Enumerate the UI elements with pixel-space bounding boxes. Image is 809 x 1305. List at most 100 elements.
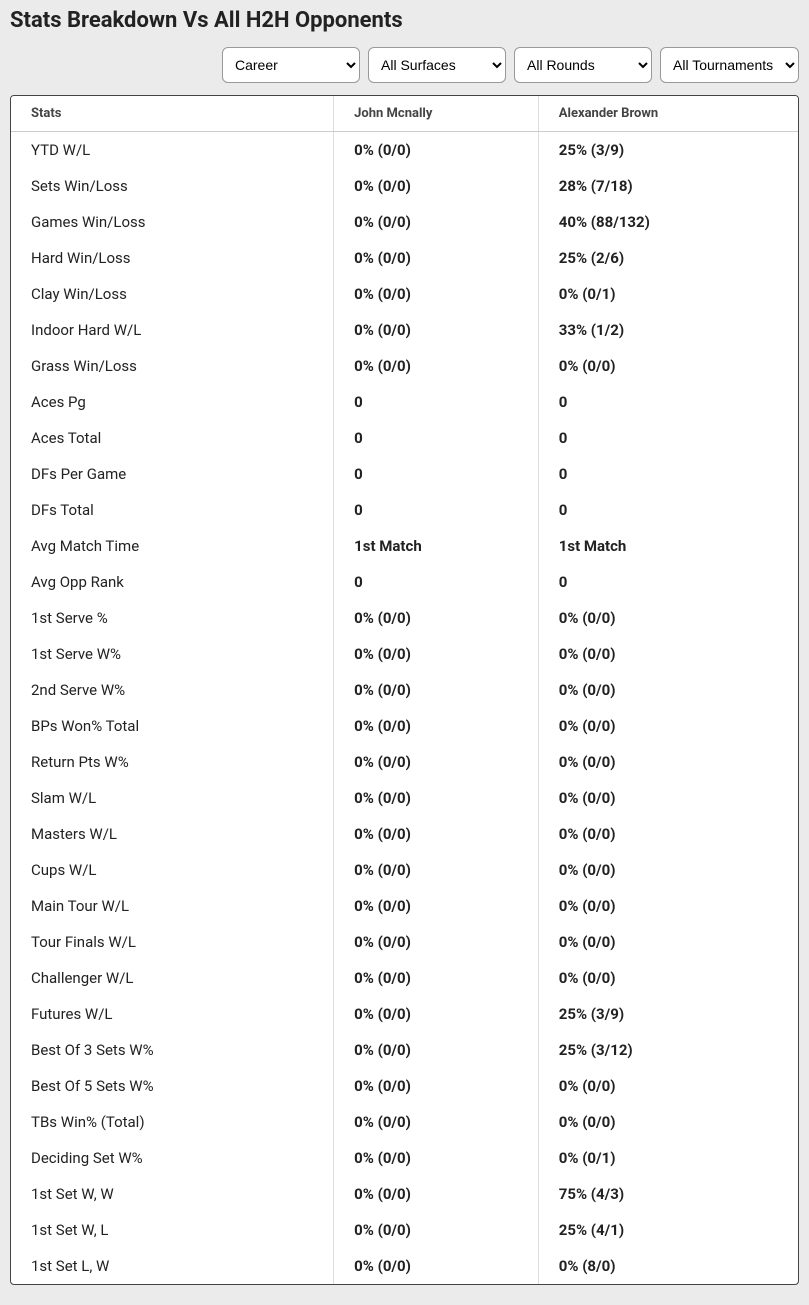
stat-value-player2: 28% (7/18) bbox=[538, 168, 798, 204]
stat-value-player1: 0 bbox=[334, 492, 539, 528]
tournament-select[interactable]: All Tournaments bbox=[660, 47, 799, 83]
stat-value-player2: 0% (0/0) bbox=[538, 708, 798, 744]
stat-label: BPs Won% Total bbox=[11, 708, 334, 744]
stat-value-player1: 0% (0/0) bbox=[334, 852, 539, 888]
stat-label: Aces Total bbox=[11, 420, 334, 456]
table-row: 1st Serve %0% (0/0)0% (0/0) bbox=[11, 600, 798, 636]
table-row: Aces Total00 bbox=[11, 420, 798, 456]
stat-value-player1: 0% (0/0) bbox=[334, 888, 539, 924]
table-row: Avg Opp Rank00 bbox=[11, 564, 798, 600]
stat-value-player1: 0% (0/0) bbox=[334, 924, 539, 960]
stat-value-player1: 0% (0/0) bbox=[334, 1032, 539, 1068]
stat-value-player1: 0% (0/0) bbox=[334, 1176, 539, 1212]
table-row: TBs Win% (Total)0% (0/0)0% (0/0) bbox=[11, 1104, 798, 1140]
stat-value-player2: 0% (0/0) bbox=[538, 744, 798, 780]
stat-label: Sets Win/Loss bbox=[11, 168, 334, 204]
stat-value-player1: 0% (0/0) bbox=[334, 1140, 539, 1176]
stat-value-player1: 0% (0/0) bbox=[334, 312, 539, 348]
table-row: DFs Per Game00 bbox=[11, 456, 798, 492]
stat-value-player1: 0% (0/0) bbox=[334, 132, 539, 169]
table-row: Sets Win/Loss0% (0/0)28% (7/18) bbox=[11, 168, 798, 204]
stat-value-player1: 0 bbox=[334, 420, 539, 456]
stat-label: 1st Set W, L bbox=[11, 1212, 334, 1248]
table-row: DFs Total00 bbox=[11, 492, 798, 528]
stat-label: Main Tour W/L bbox=[11, 888, 334, 924]
stat-value-player1: 0% (0/0) bbox=[334, 348, 539, 384]
stat-value-player1: 0% (0/0) bbox=[334, 744, 539, 780]
period-select[interactable]: Career bbox=[222, 47, 360, 83]
table-row: Grass Win/Loss0% (0/0)0% (0/0) bbox=[11, 348, 798, 384]
stat-value-player1: 0% (0/0) bbox=[334, 636, 539, 672]
table-row: Tour Finals W/L0% (0/0)0% (0/0) bbox=[11, 924, 798, 960]
stat-value-player1: 0 bbox=[334, 456, 539, 492]
stat-label: Challenger W/L bbox=[11, 960, 334, 996]
stat-value-player1: 0% (0/0) bbox=[334, 1212, 539, 1248]
stat-value-player2: 0% (0/0) bbox=[538, 960, 798, 996]
stat-label: Avg Opp Rank bbox=[11, 564, 334, 600]
stat-value-player2: 25% (4/1) bbox=[538, 1212, 798, 1248]
stat-value-player1: 0% (0/0) bbox=[334, 600, 539, 636]
stat-label: Cups W/L bbox=[11, 852, 334, 888]
stat-label: Grass Win/Loss bbox=[11, 348, 334, 384]
table-row: BPs Won% Total0% (0/0)0% (0/0) bbox=[11, 708, 798, 744]
surface-select[interactable]: All Surfaces bbox=[368, 47, 506, 83]
stat-value-player1: 0% (0/0) bbox=[334, 240, 539, 276]
table-row: Main Tour W/L0% (0/0)0% (0/0) bbox=[11, 888, 798, 924]
stat-label: Indoor Hard W/L bbox=[11, 312, 334, 348]
stat-value-player1: 0% (0/0) bbox=[334, 996, 539, 1032]
stat-label: Best Of 5 Sets W% bbox=[11, 1068, 334, 1104]
round-select[interactable]: All Rounds bbox=[514, 47, 652, 83]
stat-value-player2: 0% (0/1) bbox=[538, 276, 798, 312]
stat-label: 1st Set W, W bbox=[11, 1176, 334, 1212]
stat-value-player1: 0% (0/0) bbox=[334, 672, 539, 708]
stat-value-player2: 0% (8/0) bbox=[538, 1248, 798, 1284]
stat-label: Slam W/L bbox=[11, 780, 334, 816]
stat-label: 2nd Serve W% bbox=[11, 672, 334, 708]
stat-value-player2: 75% (4/3) bbox=[538, 1176, 798, 1212]
table-row: Hard Win/Loss0% (0/0)25% (2/6) bbox=[11, 240, 798, 276]
stat-value-player2: 0% (0/0) bbox=[538, 348, 798, 384]
table-row: Futures W/L0% (0/0)25% (3/9) bbox=[11, 996, 798, 1032]
stat-label: YTD W/L bbox=[11, 132, 334, 169]
stat-label: Masters W/L bbox=[11, 816, 334, 852]
stat-label: Best Of 3 Sets W% bbox=[11, 1032, 334, 1068]
stat-value-player1: 0% (0/0) bbox=[334, 276, 539, 312]
stats-table-wrap: Stats John Mcnally Alexander Brown YTD W… bbox=[10, 95, 799, 1285]
stats-table: Stats John Mcnally Alexander Brown YTD W… bbox=[11, 96, 798, 1284]
stat-value-player1: 0% (0/0) bbox=[334, 1104, 539, 1140]
table-row: Challenger W/L0% (0/0)0% (0/0) bbox=[11, 960, 798, 996]
stat-label: Deciding Set W% bbox=[11, 1140, 334, 1176]
stat-value-player2: 0 bbox=[538, 420, 798, 456]
stat-value-player1: 0% (0/0) bbox=[334, 1248, 539, 1284]
stat-value-player2: 0 bbox=[538, 384, 798, 420]
stat-value-player1: 0% (0/0) bbox=[334, 168, 539, 204]
stat-value-player2: 1st Match bbox=[538, 528, 798, 564]
table-row: 2nd Serve W%0% (0/0)0% (0/0) bbox=[11, 672, 798, 708]
page-title: Stats Breakdown Vs All H2H Opponents bbox=[10, 8, 799, 33]
stat-value-player1: 1st Match bbox=[334, 528, 539, 564]
table-row: Deciding Set W%0% (0/0)0% (0/1) bbox=[11, 1140, 798, 1176]
stat-label: Avg Match Time bbox=[11, 528, 334, 564]
stat-value-player2: 0% (0/0) bbox=[538, 780, 798, 816]
stat-value-player2: 0% (0/0) bbox=[538, 636, 798, 672]
stat-label: 1st Serve % bbox=[11, 600, 334, 636]
table-row: Slam W/L0% (0/0)0% (0/0) bbox=[11, 780, 798, 816]
filters-bar: Career All Surfaces All Rounds All Tourn… bbox=[10, 47, 799, 83]
table-row: Games Win/Loss0% (0/0)40% (88/132) bbox=[11, 204, 798, 240]
stat-label: Aces Pg bbox=[11, 384, 334, 420]
header-player1: John Mcnally bbox=[334, 96, 539, 132]
stat-value-player1: 0% (0/0) bbox=[334, 780, 539, 816]
stat-value-player2: 25% (3/12) bbox=[538, 1032, 798, 1068]
stat-label: Futures W/L bbox=[11, 996, 334, 1032]
table-row: Clay Win/Loss0% (0/0)0% (0/1) bbox=[11, 276, 798, 312]
stat-value-player2: 0% (0/0) bbox=[538, 600, 798, 636]
table-row: Indoor Hard W/L0% (0/0)33% (1/2) bbox=[11, 312, 798, 348]
table-row: Masters W/L0% (0/0)0% (0/0) bbox=[11, 816, 798, 852]
stat-value-player1: 0 bbox=[334, 384, 539, 420]
stat-label: Hard Win/Loss bbox=[11, 240, 334, 276]
table-header-row: Stats John Mcnally Alexander Brown bbox=[11, 96, 798, 132]
stat-label: 1st Serve W% bbox=[11, 636, 334, 672]
stat-label: Return Pts W% bbox=[11, 744, 334, 780]
table-row: 1st Set L, W0% (0/0)0% (8/0) bbox=[11, 1248, 798, 1284]
stat-label: DFs Per Game bbox=[11, 456, 334, 492]
